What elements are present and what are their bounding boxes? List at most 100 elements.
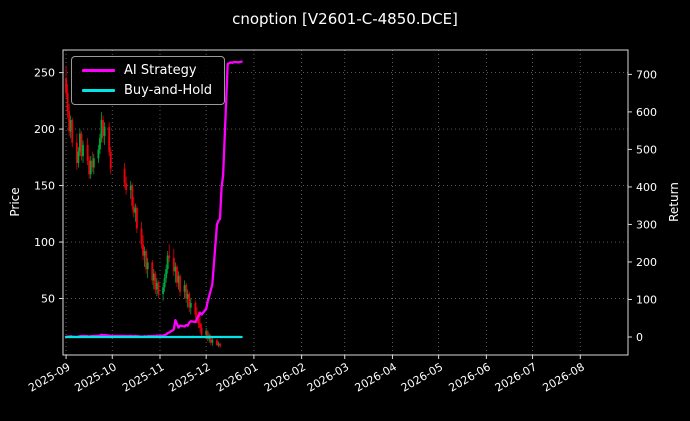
x-tick-label: 2026-07	[493, 360, 539, 394]
candle-body	[86, 144, 89, 161]
candle-body	[103, 126, 106, 136]
candle-body	[68, 111, 71, 132]
candle-body	[216, 340, 218, 345]
candle-body	[188, 294, 191, 308]
candle-body	[211, 340, 214, 343]
candle-body	[92, 158, 95, 168]
candle-body	[125, 183, 128, 191]
left-axis-label: Price	[8, 187, 22, 217]
candle-body	[82, 144, 84, 157]
candle-body	[185, 284, 188, 299]
candle-body	[89, 160, 92, 175]
left-tick-label: 200	[34, 123, 55, 136]
x-tick-label: 2026-06	[447, 360, 493, 394]
right-axis-label: Return	[667, 182, 681, 222]
plot-border	[62, 49, 629, 356]
candle-body	[134, 208, 137, 213]
x-tick-label: 2026-05	[399, 360, 445, 394]
candle-body	[91, 160, 94, 168]
x-tick-label: 2026-08	[540, 360, 586, 394]
candle-body	[205, 331, 208, 335]
candle-body	[183, 284, 186, 292]
x-tick-label: 2026-01	[214, 360, 260, 394]
candle-body	[146, 262, 149, 270]
candle-body	[80, 133, 83, 157]
candle-body	[66, 92, 69, 111]
candle-body	[166, 255, 169, 270]
candle-body	[100, 120, 103, 139]
candle-body	[162, 287, 165, 294]
candle-body	[194, 303, 197, 315]
candle-body	[177, 275, 180, 283]
candle-body	[197, 318, 200, 324]
candle-body	[219, 343, 221, 346]
legend-item-buy-and-hold: Buy-and-Hold	[82, 84, 212, 97]
legend: AI Strategy Buy-and-Hold	[71, 56, 226, 105]
legend-label-ai-strategy: AI Strategy	[124, 63, 197, 78]
right-tick-label: 300	[636, 218, 657, 231]
candle-body	[199, 323, 201, 328]
right-tick-label: 500	[636, 143, 657, 156]
candle-body	[163, 278, 166, 288]
candle-body	[69, 120, 72, 132]
x-tick-label: 2025-10	[72, 360, 118, 394]
candle-body	[186, 294, 189, 299]
left-tick-label: 250	[34, 67, 55, 80]
candle-body	[217, 343, 220, 345]
chart-title: cnoption [V2601-C-4850.DCE]	[232, 10, 458, 28]
candle-body	[97, 149, 100, 159]
candle-body	[98, 138, 101, 150]
right-tick-label: 600	[636, 106, 657, 119]
candle-body	[157, 282, 160, 294]
candle-body	[108, 126, 111, 152]
candle-body	[88, 160, 91, 175]
candle-body	[168, 255, 171, 258]
candle-body	[189, 303, 192, 308]
candle-body	[151, 262, 154, 281]
candle-body	[209, 335, 212, 343]
right-tick-label: 0	[636, 331, 643, 344]
candle-body	[71, 120, 74, 143]
candle-body	[75, 142, 78, 163]
buy-and-hold-line-swatch	[82, 89, 115, 92]
candle-body	[174, 266, 177, 272]
candle-body	[65, 78, 68, 93]
candle-body	[77, 151, 80, 163]
candle-body	[206, 331, 209, 340]
candle-body	[195, 314, 198, 319]
candle-body	[165, 269, 168, 279]
right-tick-label: 100	[636, 293, 657, 306]
candle-body	[135, 208, 138, 229]
candle-body	[102, 120, 104, 136]
ai-strategy-line-swatch	[82, 69, 115, 72]
candle-body	[123, 168, 126, 184]
legend-label-buy-and-hold: Buy-and-Hold	[124, 83, 213, 98]
right-tick-label: 400	[636, 181, 657, 194]
x-tick-label: 2025-12	[166, 360, 212, 394]
candle-body	[179, 275, 181, 292]
candle-body	[175, 266, 178, 283]
candle-body	[132, 205, 135, 213]
candle-body	[172, 257, 175, 272]
left-tick-label: 100	[34, 236, 55, 249]
candle-body	[142, 244, 145, 256]
candle-body	[200, 327, 203, 335]
candle-body	[143, 251, 146, 256]
x-tick-label: 2026-04	[353, 360, 399, 394]
candle-body	[78, 133, 81, 152]
right-tick-label: 700	[636, 68, 657, 81]
x-tick-label: 2025-11	[120, 360, 166, 394]
candle-body	[145, 251, 148, 270]
candle-body	[154, 273, 157, 290]
x-tick-label: 2025-09	[26, 360, 72, 394]
legend-item-ai-strategy: AI Strategy	[82, 64, 212, 77]
candle-body	[140, 228, 143, 245]
left-tick-label: 150	[34, 180, 55, 193]
left-tick-label: 50	[41, 293, 55, 306]
candle-body	[155, 282, 158, 290]
candle-body	[129, 185, 132, 191]
candle-body	[109, 151, 112, 169]
right-tick-label: 200	[636, 256, 657, 269]
